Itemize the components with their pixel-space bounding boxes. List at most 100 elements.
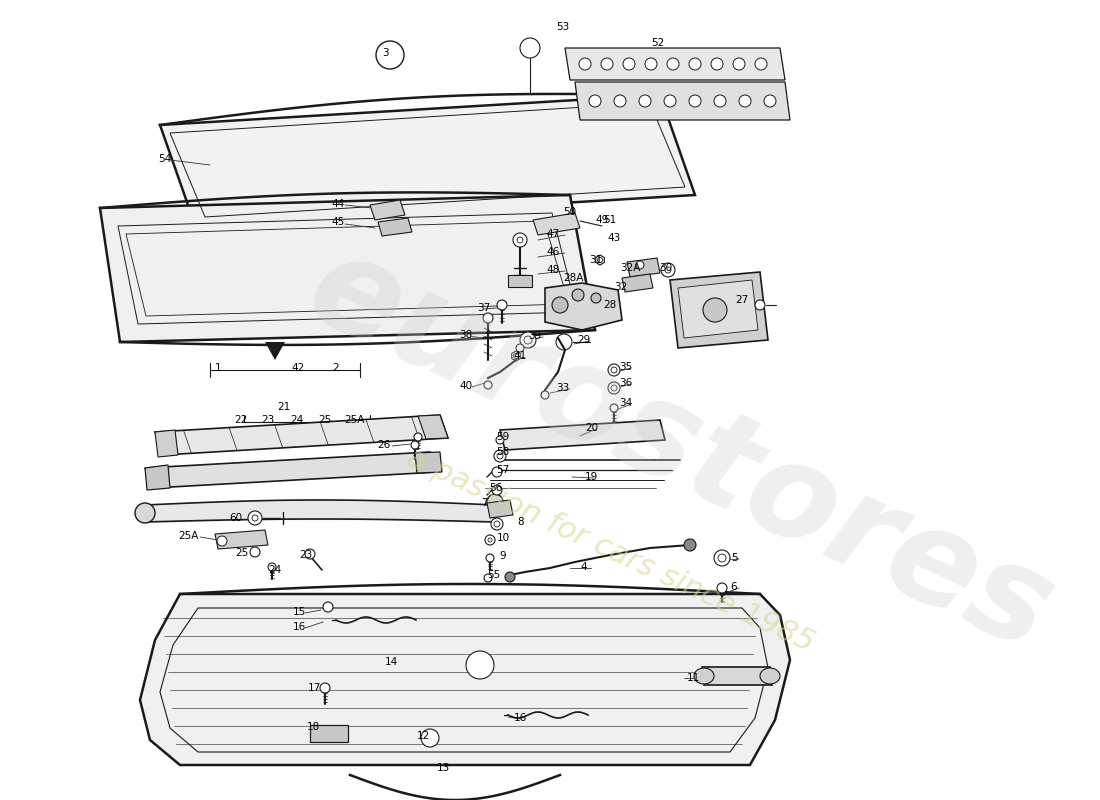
Text: 27: 27 xyxy=(736,295,749,305)
Text: 44: 44 xyxy=(331,199,344,209)
Text: 35: 35 xyxy=(619,362,632,372)
Circle shape xyxy=(514,354,518,358)
Text: 25A: 25A xyxy=(344,415,364,425)
Text: 55: 55 xyxy=(487,570,500,580)
Polygon shape xyxy=(508,275,532,287)
Polygon shape xyxy=(310,725,348,742)
Circle shape xyxy=(572,289,584,301)
Polygon shape xyxy=(140,594,790,765)
Polygon shape xyxy=(100,195,595,342)
Text: 24: 24 xyxy=(268,565,282,575)
Text: 15: 15 xyxy=(293,607,306,617)
Circle shape xyxy=(488,538,492,542)
Text: 51: 51 xyxy=(604,215,617,225)
Polygon shape xyxy=(627,258,660,277)
Ellipse shape xyxy=(760,668,780,684)
Text: 16: 16 xyxy=(293,622,306,632)
Circle shape xyxy=(755,58,767,70)
Circle shape xyxy=(597,258,603,262)
Text: 36: 36 xyxy=(619,378,632,388)
Circle shape xyxy=(703,298,727,322)
Text: 26: 26 xyxy=(377,440,390,450)
Circle shape xyxy=(414,433,422,441)
Circle shape xyxy=(614,95,626,107)
Circle shape xyxy=(494,521,501,527)
Polygon shape xyxy=(670,272,768,348)
Text: 17: 17 xyxy=(307,683,320,693)
Circle shape xyxy=(483,313,493,323)
Circle shape xyxy=(684,539,696,551)
Polygon shape xyxy=(370,200,405,220)
Polygon shape xyxy=(145,465,170,490)
Circle shape xyxy=(305,549,315,559)
Text: 19: 19 xyxy=(584,472,597,482)
Polygon shape xyxy=(596,255,604,265)
Circle shape xyxy=(608,382,620,394)
Circle shape xyxy=(552,297,568,313)
Text: 49: 49 xyxy=(595,215,608,225)
Text: 34: 34 xyxy=(619,398,632,408)
Circle shape xyxy=(492,485,502,495)
Polygon shape xyxy=(145,452,438,488)
Circle shape xyxy=(491,518,503,530)
Polygon shape xyxy=(265,342,285,360)
Circle shape xyxy=(487,494,503,510)
Text: 33: 33 xyxy=(557,383,570,393)
Polygon shape xyxy=(487,500,513,518)
Circle shape xyxy=(513,233,527,247)
Circle shape xyxy=(323,602,333,612)
Polygon shape xyxy=(418,415,448,439)
Circle shape xyxy=(664,95,676,107)
Text: 3: 3 xyxy=(382,48,388,58)
Text: 41: 41 xyxy=(514,351,527,361)
Text: 60: 60 xyxy=(230,513,243,523)
Text: 24: 24 xyxy=(290,415,304,425)
Text: 28: 28 xyxy=(604,300,617,310)
Text: 53: 53 xyxy=(557,22,570,32)
Text: 38: 38 xyxy=(460,330,473,340)
Circle shape xyxy=(252,515,258,521)
Polygon shape xyxy=(155,415,448,455)
Circle shape xyxy=(711,58,723,70)
Circle shape xyxy=(135,503,155,523)
Text: 20: 20 xyxy=(585,423,598,433)
Circle shape xyxy=(485,535,495,545)
Text: 52: 52 xyxy=(651,38,664,48)
Circle shape xyxy=(411,441,419,449)
Circle shape xyxy=(623,58,635,70)
Circle shape xyxy=(636,261,644,269)
Circle shape xyxy=(496,436,504,444)
Circle shape xyxy=(516,344,524,352)
Polygon shape xyxy=(678,280,758,338)
Text: 25: 25 xyxy=(235,548,249,558)
Text: 59: 59 xyxy=(496,432,509,442)
Polygon shape xyxy=(512,351,520,361)
Circle shape xyxy=(764,95,776,107)
Circle shape xyxy=(466,651,494,679)
Polygon shape xyxy=(702,667,772,685)
Text: 2: 2 xyxy=(332,363,339,373)
Circle shape xyxy=(639,95,651,107)
Text: 50: 50 xyxy=(563,207,576,217)
Circle shape xyxy=(689,95,701,107)
Circle shape xyxy=(520,38,540,58)
Circle shape xyxy=(601,58,613,70)
Text: 31: 31 xyxy=(590,255,603,265)
Circle shape xyxy=(492,467,502,477)
Text: 37: 37 xyxy=(477,303,491,313)
Circle shape xyxy=(217,536,227,546)
Text: 39: 39 xyxy=(528,331,541,341)
Text: 43: 43 xyxy=(607,233,620,243)
Circle shape xyxy=(556,334,572,350)
Circle shape xyxy=(484,381,492,389)
Text: 56: 56 xyxy=(490,483,503,493)
Polygon shape xyxy=(544,283,622,330)
Polygon shape xyxy=(534,213,580,235)
Text: 45: 45 xyxy=(331,217,344,227)
Polygon shape xyxy=(500,420,666,450)
Text: 10: 10 xyxy=(496,533,509,543)
Circle shape xyxy=(494,450,506,462)
Text: 1: 1 xyxy=(214,363,221,373)
Text: 22: 22 xyxy=(234,415,248,425)
Text: 8: 8 xyxy=(518,517,525,527)
